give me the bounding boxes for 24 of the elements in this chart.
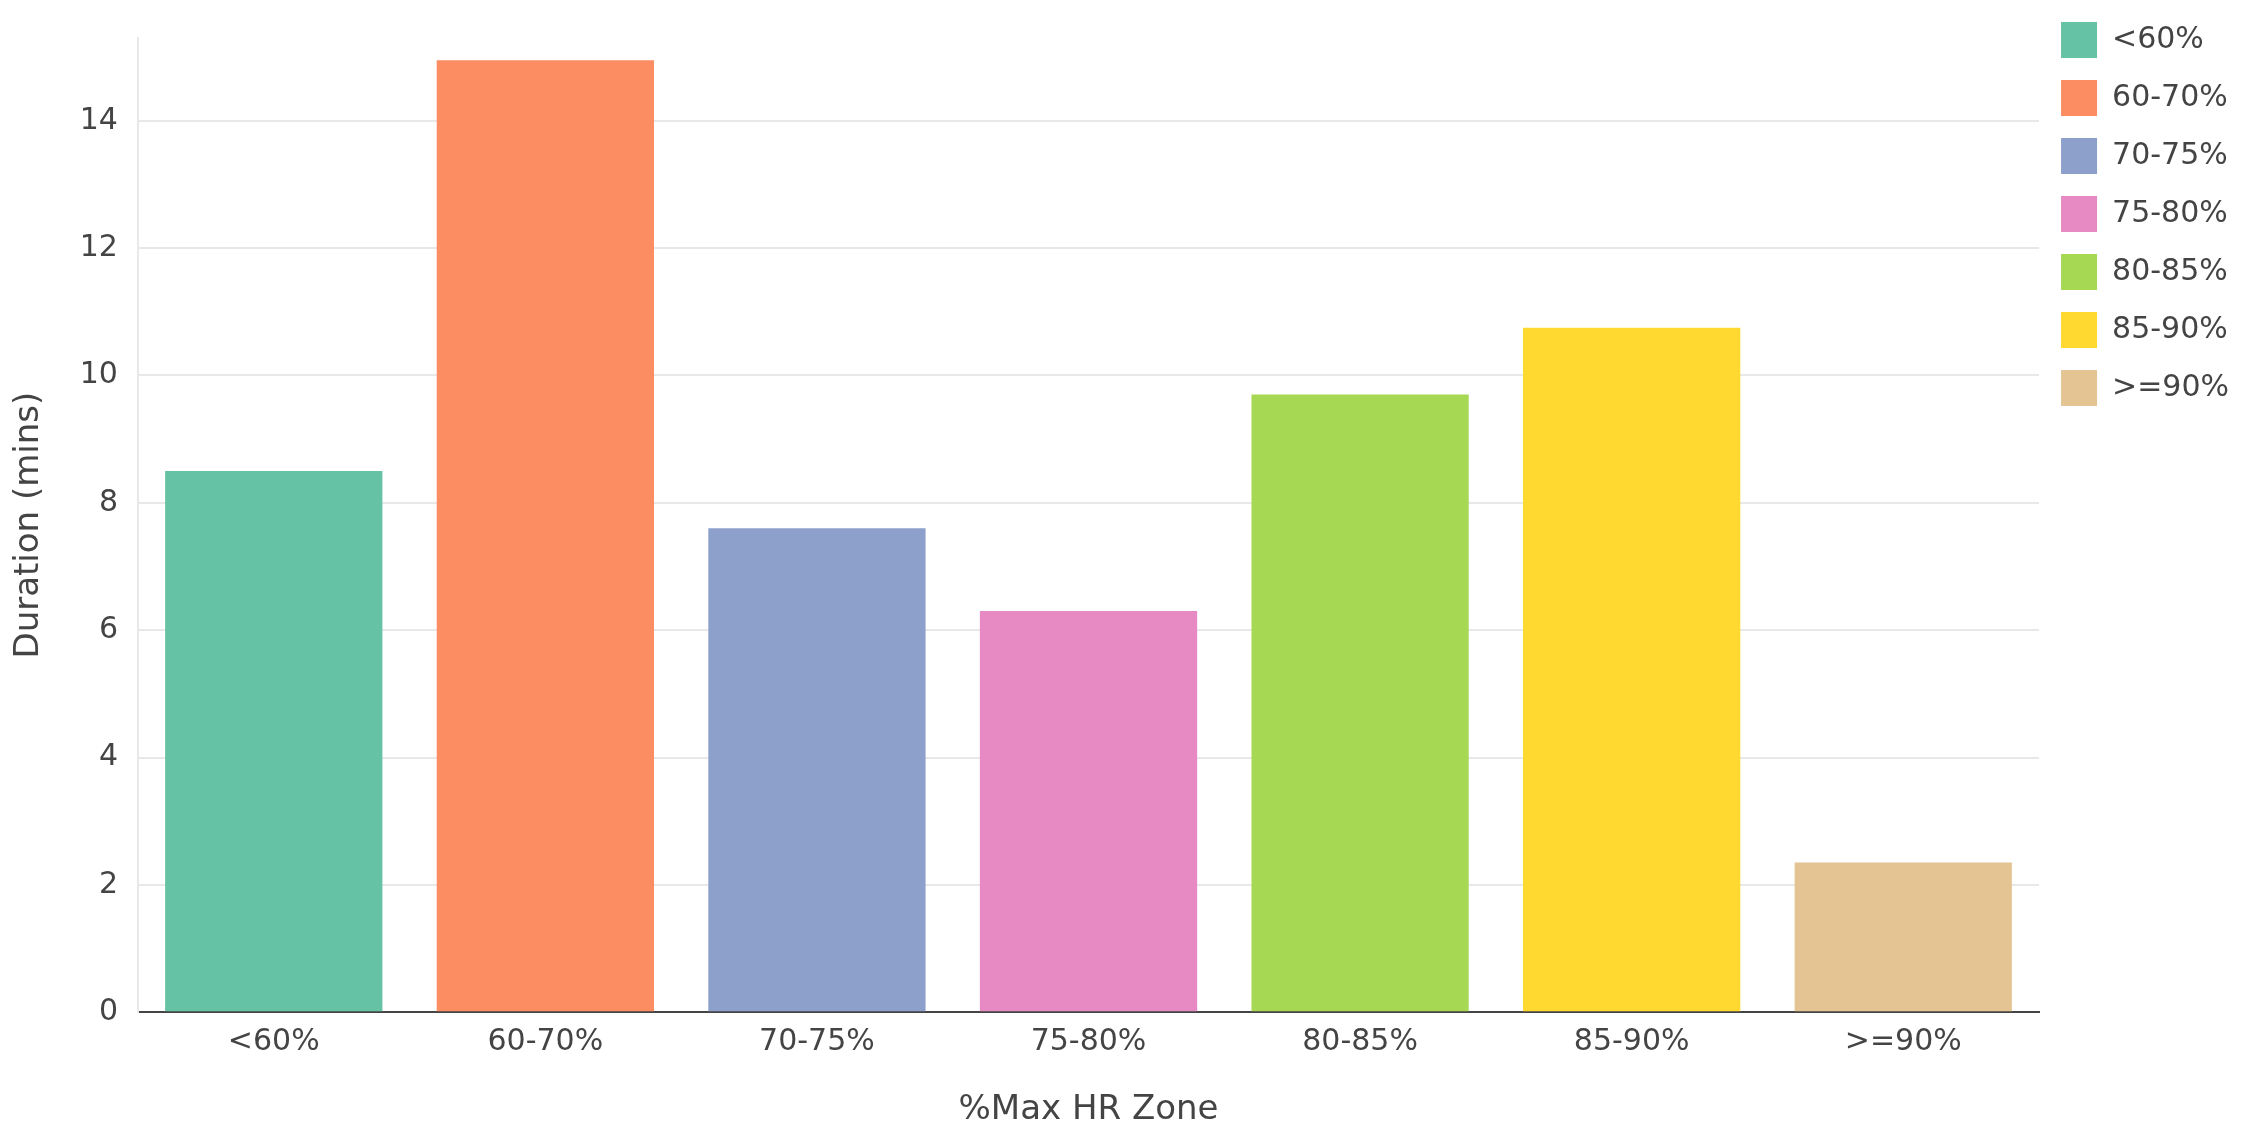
legend-label: 70-75% bbox=[2112, 135, 2228, 171]
legend-label: >=90% bbox=[2112, 367, 2229, 403]
legend-label: 80-85% bbox=[2112, 251, 2228, 287]
y-tick-label: 0 bbox=[98, 992, 118, 1027]
y-tick-label: 4 bbox=[98, 737, 118, 773]
y-tick-label: 12 bbox=[79, 227, 118, 263]
legend-label: 85-90% bbox=[2112, 309, 2228, 345]
x-tick-label: <60% bbox=[227, 1022, 320, 1057]
x-tick-label: 70-75% bbox=[759, 1022, 875, 1057]
y-tick-label: 2 bbox=[98, 864, 118, 900]
x-tick-label: 75-80% bbox=[1030, 1022, 1147, 1057]
x-tick-label: 80-85% bbox=[1302, 1022, 1418, 1057]
x-axis-title: %Max HR Zone bbox=[958, 1087, 1219, 1128]
y-axis-title: Duration (mins) bbox=[6, 391, 47, 659]
legend-label: 60-70% bbox=[2112, 77, 2228, 113]
y-tick-label: 14 bbox=[79, 100, 118, 136]
y-tick-label: 6 bbox=[98, 609, 118, 645]
y-tick-label: 10 bbox=[79, 355, 118, 391]
legend-label: <60% bbox=[2112, 19, 2204, 55]
x-tick-label: >=90% bbox=[1844, 1022, 1962, 1057]
x-tick-label: 85-90% bbox=[1573, 1022, 1690, 1057]
x-tick-label: 60-70% bbox=[487, 1022, 604, 1057]
y-tick-label: 8 bbox=[98, 482, 118, 518]
legend-label: 75-80% bbox=[2112, 193, 2228, 229]
